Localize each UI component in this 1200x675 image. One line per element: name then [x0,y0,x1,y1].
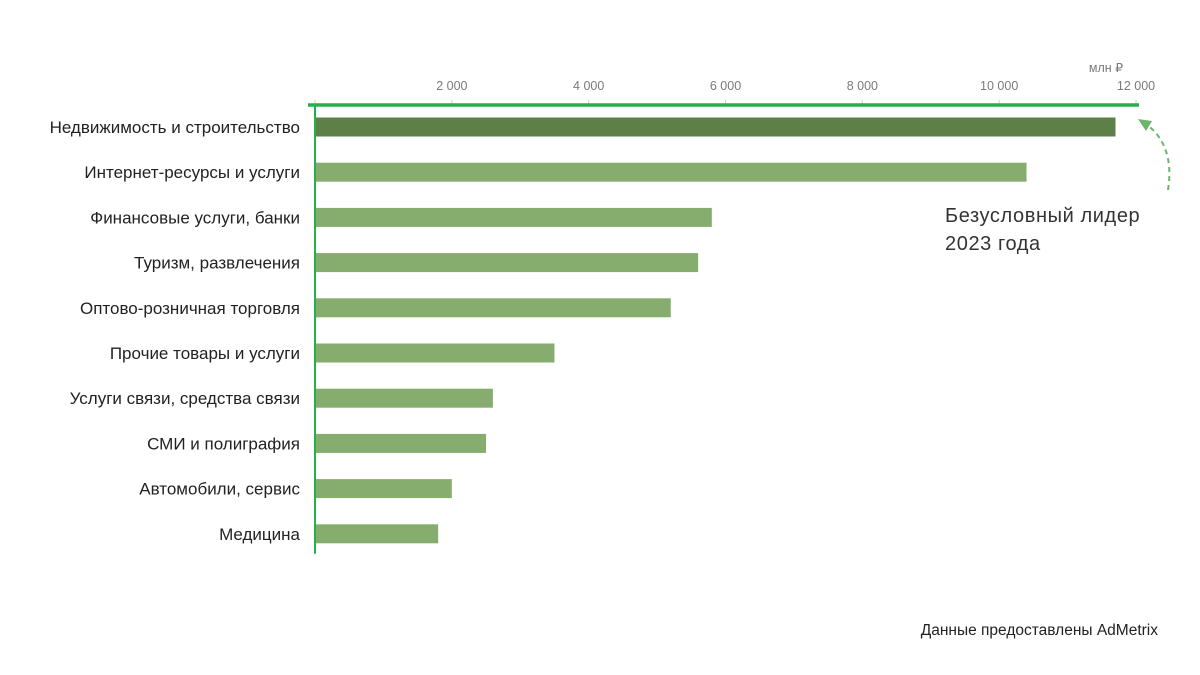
leader-annotation: Безусловный лидер 2023 года [945,202,1140,258]
bar [315,207,712,227]
bar [315,253,699,273]
arrow-curve [1145,123,1171,191]
category-label: Медицина [219,525,300,544]
x-axis-ticks: 2 000 4 000 6 000 8 000 10 000 12 000 [314,79,1155,105]
x-tick-label: 12 000 [1117,79,1155,93]
category-label: Прочие товары и услуги [110,344,300,363]
bar [315,433,487,453]
x-tick-label: 8 000 [847,79,878,93]
bar [315,343,555,363]
x-tick-label: 6 000 [710,79,741,93]
x-tick-label: 2 000 [436,79,467,93]
category-label: Туризм, развлечения [134,254,300,273]
x-axis-unit-label: млн ₽ [1089,61,1123,75]
axes [308,103,1139,554]
category-label: Автомобили, сервис [139,480,300,499]
category-label: СМИ и полиграфия [147,434,300,453]
leader-annotation-line2: 2023 года [945,233,1041,255]
arrow-head [1138,119,1152,131]
category-labels: Недвижимость и строительство Интернет-рес… [50,118,301,544]
leader-arrow-icon [1138,119,1171,191]
category-label: Финансовые услуги, банки [90,208,300,227]
bar [315,298,671,318]
bar [315,524,439,544]
bar [315,479,452,499]
bar [315,388,493,408]
category-label: Интернет-ресурсы и услуги [84,163,300,182]
bars-group [315,117,1116,544]
bar [315,162,1027,182]
x-tick-label: 10 000 [980,79,1018,93]
source-note: Данные предоставлены AdMetrix [920,622,1158,639]
x-tick-label: 4 000 [573,79,604,93]
bar [315,117,1116,137]
leader-annotation-line1: Безусловный лидер [945,205,1141,227]
category-label: Услуги связи, средства связи [70,389,300,408]
category-label: Недвижимость и строительство [50,118,300,137]
category-label: Оптово-розничная торговля [80,299,300,318]
